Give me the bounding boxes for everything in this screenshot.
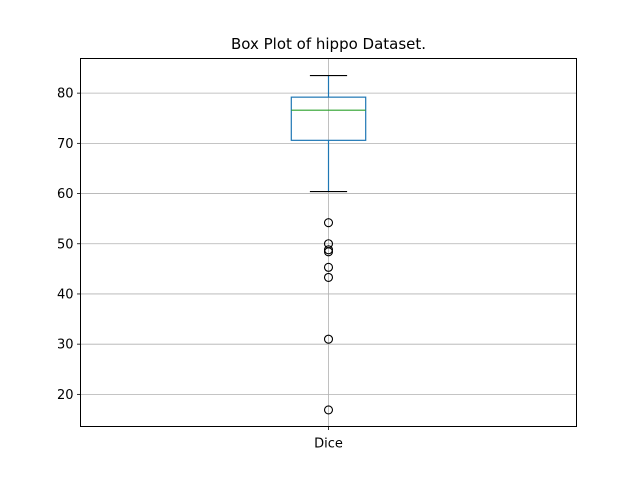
- plot-frame: [80, 58, 577, 427]
- box-layer: [290, 74, 367, 415]
- outlier-point: [323, 334, 334, 344]
- y-tick-label: 60: [57, 187, 74, 202]
- y-tick-label: 40: [57, 287, 74, 302]
- axis-layer: 20 30 40 50 60 70 80 Dice: [57, 87, 343, 452]
- y-tick-label: 30: [57, 338, 74, 353]
- y-tick-label: 20: [57, 388, 74, 403]
- grid-layer: [80, 58, 577, 427]
- y-tick-label: 80: [57, 87, 74, 102]
- outlier-point: [323, 405, 334, 415]
- iqr-box: [290, 96, 367, 141]
- outlier-point: [323, 218, 334, 228]
- y-tick-label: 70: [57, 137, 74, 152]
- outlier-point: [323, 262, 334, 272]
- x-tick-label: Dice: [314, 437, 343, 452]
- outlier-point: [323, 247, 334, 257]
- chart-title: Box Plot of hippo Dataset.: [231, 35, 426, 53]
- y-tick-label: 50: [57, 237, 74, 252]
- outlier-point: [323, 272, 334, 282]
